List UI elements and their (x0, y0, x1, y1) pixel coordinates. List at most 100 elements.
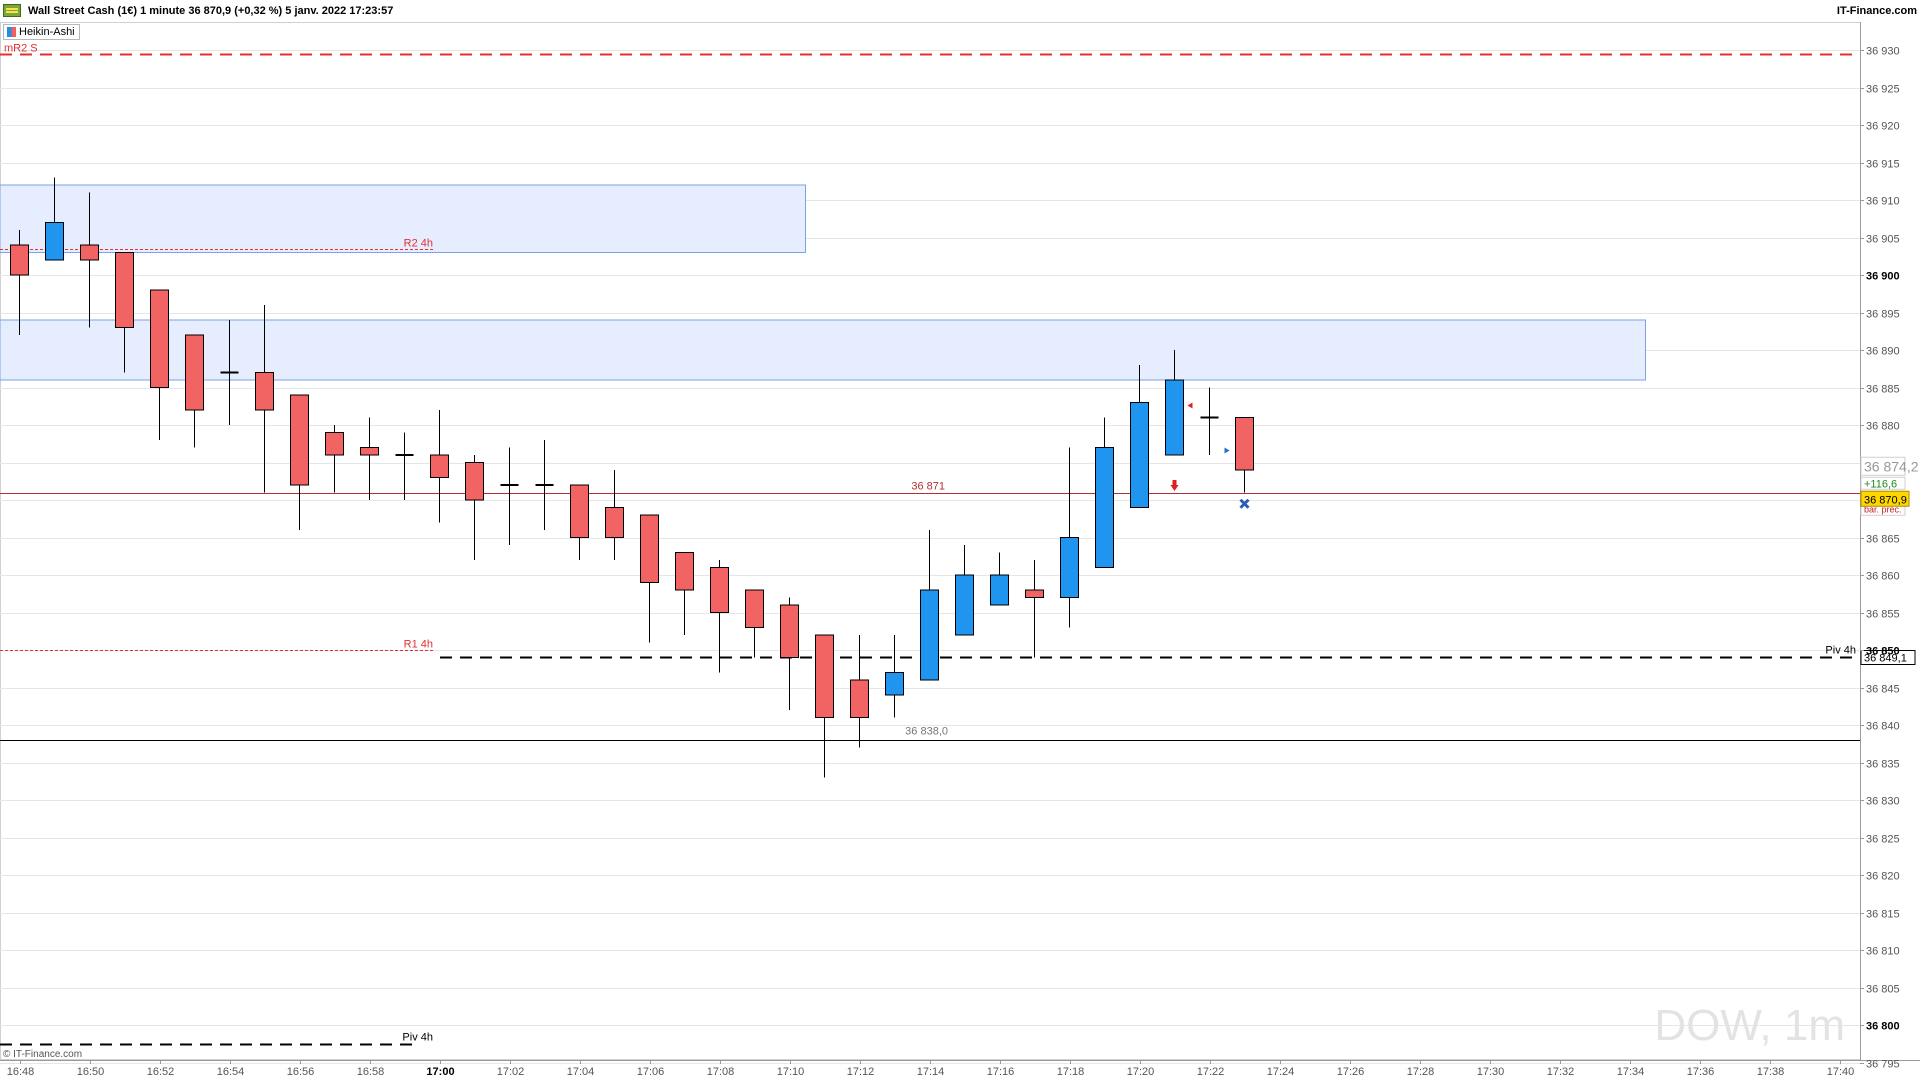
current-price-box (1860, 456, 1906, 476)
level-label: Piv 4h (1825, 645, 1856, 657)
y-tick-label: 36 845 (1866, 684, 1900, 696)
x-tick-label: 17:02 (497, 1066, 525, 1078)
app-logo-icon[interactable] (3, 4, 21, 17)
y-tick-label: 36 925 (1866, 84, 1900, 96)
x-tick-label: 16:48 (7, 1066, 35, 1078)
y-tick-label: 36 885 (1866, 384, 1900, 396)
close-cross-icon (1239, 498, 1250, 509)
chart-title: Wall Street Cash (1€) 1 minute 36 870,9 … (28, 5, 394, 17)
x-tick-label: 17:14 (917, 1066, 945, 1078)
candle (885, 635, 904, 718)
right-triangle-icon (1224, 447, 1230, 454)
brand-link[interactable]: IT-Finance.com (1836, 5, 1917, 17)
x-tick-label: 17:10 (777, 1066, 805, 1078)
chart-header: Wall Street Cash (1€) 1 minute 36 870,9 … (0, 0, 1920, 22)
x-tick-label: 17:22 (1197, 1066, 1225, 1078)
y-tick-label: 36 910 (1866, 196, 1900, 208)
legend-label: Heikin-Ashi (19, 25, 75, 38)
candle (605, 470, 624, 560)
candle-body (675, 552, 694, 591)
candle (990, 552, 1009, 606)
candle (570, 484, 589, 560)
candle (535, 440, 554, 530)
candle-body (815, 634, 834, 718)
plot-frame (0, 22, 1861, 1060)
candle (1130, 365, 1149, 508)
x-tick-label: 17:08 (707, 1066, 735, 1078)
candle (325, 425, 344, 493)
level-label: 36 838,0 (905, 726, 948, 738)
y-tick-label: 36 915 (1866, 159, 1900, 171)
candle (745, 589, 764, 658)
y-tick-label: 36 825 (1866, 834, 1900, 846)
resistance-zone (0, 184, 806, 253)
candle-body (10, 244, 29, 276)
change-box (1860, 476, 1906, 490)
current-price-label: 36 874,2 (1864, 458, 1919, 474)
y-tick-label: 36 905 (1866, 234, 1900, 246)
x-tick-label: 17:24 (1267, 1066, 1295, 1078)
y-tick-label: 36 795 (1866, 1059, 1900, 1071)
y-tick-label: 36 830 (1866, 796, 1900, 808)
candle-body (1235, 417, 1254, 471)
candle (80, 192, 99, 328)
x-axis: 16:48 16:50 16:52 16:54 16:56 16:58 17:00 17:02… (7, 1060, 1855, 1078)
candle (1025, 560, 1044, 658)
bar-change-caption: bar. prec. (1864, 504, 1902, 514)
candle (850, 635, 869, 748)
y-tick-label: 36 820 (1866, 871, 1900, 883)
candle (430, 410, 449, 523)
level-label: Piv 4h (402, 1032, 433, 1044)
level-label: R1 4h (404, 639, 433, 651)
candle (500, 447, 519, 545)
candle-body (745, 589, 764, 628)
candle-body (185, 334, 204, 411)
candle-body (360, 447, 379, 456)
candle-body (115, 252, 134, 328)
candle-body (255, 372, 274, 411)
watermark: DOW, 1m (1654, 1001, 1845, 1050)
candle-body (45, 222, 64, 261)
candle-body (780, 604, 799, 658)
candle (710, 560, 729, 673)
x-tick-label: 17:06 (637, 1066, 665, 1078)
candle (1060, 447, 1079, 628)
y-axis: 36 930 36 925 36 920 36 915 36 910 36 905 36 9… (1860, 46, 1919, 1071)
y-tick-label: 36 920 (1866, 121, 1900, 133)
indicator-legend[interactable]: Heikin-Ashi (3, 24, 80, 40)
change-label: +116,6 (1864, 478, 1897, 490)
last-price-label: 36 870,9 (1864, 494, 1907, 506)
down-arrow-icon (1170, 480, 1179, 491)
candle-body (990, 574, 1009, 606)
level-label: 36 871 (911, 481, 945, 493)
x-tick-label: 17:20 (1127, 1066, 1155, 1078)
candle-body (640, 514, 659, 583)
x-tick-label: 17:32 (1547, 1066, 1575, 1078)
candle (220, 320, 239, 425)
x-tick-label: 17:36 (1687, 1066, 1715, 1078)
candle-body (1095, 447, 1114, 568)
levels: mR2 S R2 4h R1 4h Piv 4h 36 849,1 Piv 4h 36 87… (0, 43, 1916, 1046)
candle-body (570, 484, 589, 538)
candle (115, 252, 134, 373)
x-tick-label: 17:40 (1827, 1066, 1855, 1078)
candle (360, 417, 379, 500)
level-axis-box (1860, 650, 1916, 665)
candle-body (710, 567, 729, 613)
grid (0, 22, 1920, 1064)
candle (955, 545, 974, 636)
heikin-ashi-swatch (7, 27, 16, 37)
copyright: © IT-Finance.com (3, 1049, 82, 1060)
resistance-zone (0, 319, 1646, 381)
candle-body (1060, 537, 1079, 598)
x-tick-label: 16:58 (357, 1066, 385, 1078)
y-tick-label: 36 835 (1866, 759, 1900, 771)
y-tick-label: 36 850 (1866, 646, 1900, 658)
x-tick-label: 17:38 (1757, 1066, 1785, 1078)
y-tick-label: 36 895 (1866, 309, 1900, 321)
candle-body (1025, 589, 1044, 598)
y-tick-label: 36 800 (1866, 1021, 1900, 1033)
level-axis-label: 36 849,1 (1864, 653, 1907, 665)
candle-body (885, 672, 904, 696)
